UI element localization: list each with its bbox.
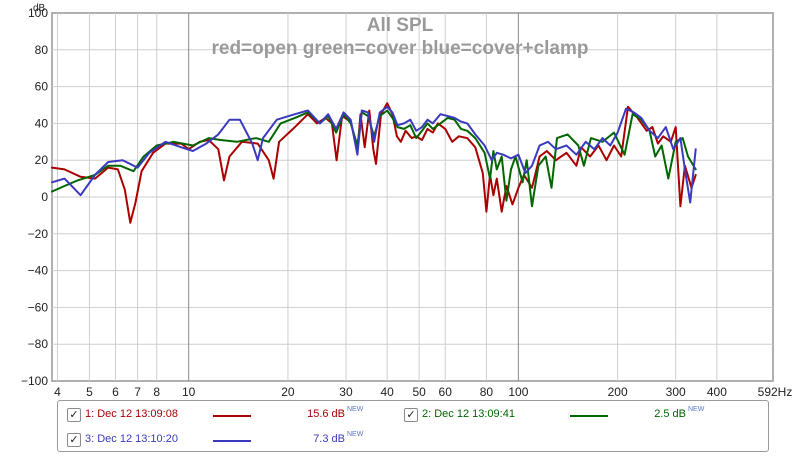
legend-entry-1: ✓ 1: Dec 12 13:09:08 15.6 dB NEW [67, 405, 387, 425]
x-tick-label: 7 [134, 385, 141, 399]
legend-line-1 [213, 415, 251, 417]
series-line-3 [51, 105, 697, 204]
new-badge: NEW [688, 406, 705, 413]
y-tick-label: −100 [21, 374, 48, 388]
legend-line-2 [570, 415, 608, 417]
y-tick-label: 100 [28, 6, 48, 20]
x-tick-label: 50 [412, 385, 426, 399]
checkbox-icon[interactable]: ✓ [67, 408, 81, 422]
y-tick-label: −60 [28, 300, 49, 314]
series-line-2 [51, 109, 697, 208]
x-tick-label: 4 [54, 385, 61, 399]
y-axis-unit-label: dB [33, 3, 46, 14]
y-tick-label: 60 [35, 80, 49, 94]
x-tick-label: 8 [153, 385, 160, 399]
new-badge: NEW [347, 406, 364, 413]
x-tick-label: 80 [480, 385, 494, 399]
x-tick-label: 6 [112, 385, 119, 399]
x-tick-label: 200 [608, 385, 628, 399]
x-tick-label: 40 [380, 385, 394, 399]
checkbox-icon[interactable]: ✓ [404, 408, 418, 422]
new-badge: NEW [347, 431, 364, 438]
legend-value-1: 15.6 dB [307, 408, 345, 420]
x-tick-label: 30 [339, 385, 353, 399]
x-tick-label: 20 [281, 385, 295, 399]
y-tick-label: 80 [35, 43, 49, 57]
legend-entry-2: ✓ 2: Dec 12 13:09:41 2.5 dB NEW [404, 405, 724, 425]
y-tick-label: 20 [35, 153, 49, 167]
legend-label-2: 2: Dec 12 13:09:41 [422, 408, 515, 420]
legend-value-3: 7.3 dB [313, 433, 345, 445]
y-tick-label: 40 [35, 116, 49, 130]
legend-label-3: 3: Dec 12 13:10:20 [85, 433, 178, 445]
y-tick-label: −40 [28, 264, 49, 278]
legend-label-1: 1: Dec 12 13:09:08 [85, 408, 178, 420]
checkbox-icon[interactable]: ✓ [67, 433, 81, 447]
x-tick-label: 5 [86, 385, 93, 399]
x-tick-label: 10 [182, 385, 196, 399]
chart-subtitle: red=open green=cover blue=cover+clamp [211, 38, 588, 59]
legend-line-3 [213, 440, 251, 442]
chart-title: All SPL [367, 15, 434, 36]
x-tick-label: 400 [707, 385, 727, 399]
x-tick-label: 100 [508, 385, 528, 399]
legend-panel: ✓ 1: Dec 12 13:09:08 15.6 dB NEW ✓ 2: De… [57, 400, 769, 452]
y-tick-label: −80 [28, 337, 49, 351]
x-tick-label: 300 [666, 385, 686, 399]
x-end-label: 592Hz [758, 385, 793, 399]
legend-entry-3: ✓ 3: Dec 12 13:10:20 7.3 dB NEW [67, 430, 387, 450]
x-tick-label: 60 [439, 385, 453, 399]
y-tick-label: 0 [41, 190, 48, 204]
legend-value-2: 2.5 dB [654, 408, 686, 420]
y-tick-label: −20 [28, 227, 49, 241]
